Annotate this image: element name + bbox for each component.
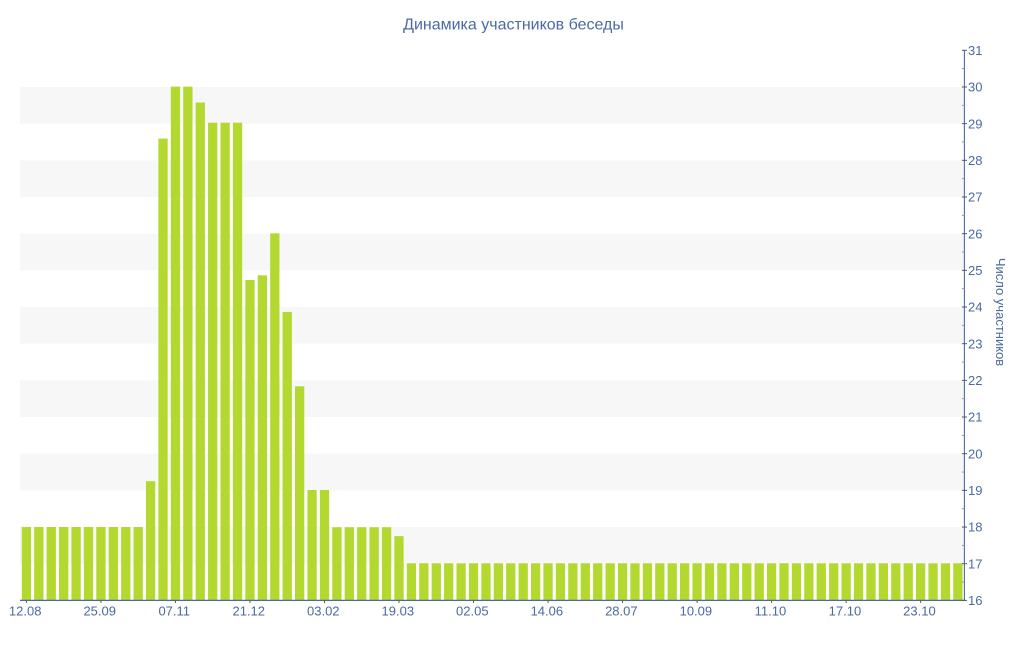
svg-text:02.05: 02.05 <box>456 603 489 618</box>
svg-text:27: 27 <box>968 190 982 205</box>
svg-text:16: 16 <box>968 593 982 608</box>
svg-text:12.08: 12.08 <box>9 603 42 618</box>
svg-text:23.10: 23.10 <box>903 603 936 618</box>
svg-text:14.06: 14.06 <box>531 603 564 618</box>
svg-text:19.03: 19.03 <box>382 603 415 618</box>
svg-text:29: 29 <box>968 116 982 131</box>
svg-text:28.07: 28.07 <box>605 603 638 618</box>
svg-text:31: 31 <box>968 43 982 58</box>
svg-text:24: 24 <box>968 300 982 315</box>
svg-text:10.09: 10.09 <box>680 603 713 618</box>
svg-text:25.09: 25.09 <box>83 603 116 618</box>
svg-text:28: 28 <box>968 153 982 168</box>
svg-text:17: 17 <box>968 556 982 571</box>
svg-text:19: 19 <box>968 483 982 498</box>
svg-text:03.02: 03.02 <box>307 603 340 618</box>
svg-text:17.10: 17.10 <box>829 603 862 618</box>
svg-text:11.10: 11.10 <box>755 603 787 618</box>
svg-text:21: 21 <box>968 410 982 425</box>
svg-text:30: 30 <box>968 80 982 95</box>
svg-text:23: 23 <box>968 336 982 351</box>
svg-text:Число участников: Число участников <box>993 258 1008 366</box>
svg-text:Динамика участников беседы: Динамика участников беседы <box>403 16 624 33</box>
svg-text:22: 22 <box>968 373 982 388</box>
svg-text:25: 25 <box>968 263 982 278</box>
svg-text:07.11: 07.11 <box>158 603 190 618</box>
svg-text:18: 18 <box>968 520 982 535</box>
svg-text:20: 20 <box>968 446 982 461</box>
svg-text:21.12: 21.12 <box>232 603 265 618</box>
svg-text:26: 26 <box>968 226 982 241</box>
